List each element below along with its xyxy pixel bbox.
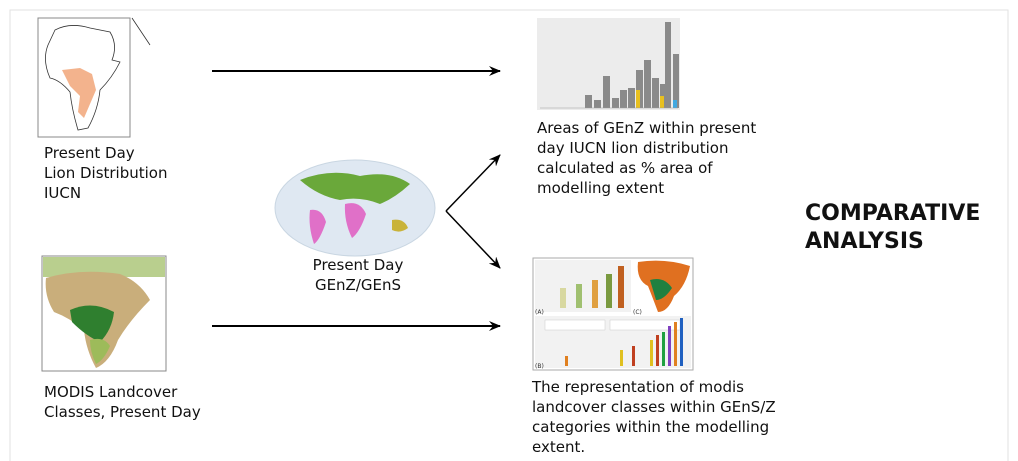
caption: Lion Distribution — [44, 164, 168, 182]
caption: modelling extent — [537, 179, 664, 197]
caption: MODIS Landcover — [44, 383, 178, 401]
caption: day IUCN lion distribution — [537, 139, 729, 157]
caption: Classes, Present Day — [44, 403, 201, 421]
caption: calculated as % area of — [537, 159, 713, 177]
caption: IUCN — [44, 184, 81, 202]
panel-label: (B) — [535, 363, 544, 370]
panel-label: (A) — [535, 309, 544, 316]
caption: categories within the modelling — [532, 418, 769, 436]
landcover-map — [41, 255, 167, 372]
figure-thumbnail: (A) (B) (C) — [532, 257, 694, 371]
arrow — [445, 154, 501, 212]
caption: Present Day — [313, 256, 404, 274]
heading: COMPARATIVE — [805, 201, 980, 226]
caption: Areas of GEnZ within present — [537, 119, 756, 137]
caption: GEnZ/GEnS — [315, 276, 401, 294]
bar-chart-thumbnail — [537, 18, 680, 110]
caption: extent. — [532, 438, 585, 456]
globe — [274, 159, 436, 257]
caption: Present Day — [44, 144, 135, 162]
lion-map — [37, 17, 151, 138]
panel-label: (C) — [633, 309, 642, 316]
arrow — [445, 210, 501, 269]
labels: Present Day Lion Distribution IUCN MODIS La… — [44, 119, 980, 456]
caption: landcover classes within GEnS/Z — [532, 398, 776, 416]
caption: The representation of modis — [531, 378, 744, 396]
frame — [9, 9, 1009, 461]
heading: ANALYSIS — [805, 229, 924, 254]
